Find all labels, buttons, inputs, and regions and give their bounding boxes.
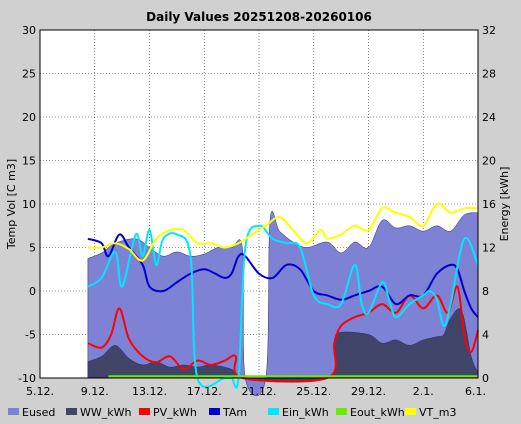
legend-label: PV_kWh — [153, 406, 197, 419]
y-tick-label: -5 — [25, 329, 36, 342]
legend-item: WW_kWh — [66, 406, 131, 419]
x-tick-label: 9.12. — [81, 385, 109, 398]
x-tick-label: 13.12. — [132, 385, 167, 398]
y-axis-label: Temp Vol [C m3] — [5, 159, 18, 250]
legend-item: PV_kWh — [139, 406, 197, 419]
y2-tick-label: 24 — [482, 111, 496, 124]
y2-tick-label: 12 — [482, 242, 496, 255]
legend-swatch — [209, 408, 220, 415]
x-tick-label: 6.1. — [465, 385, 486, 398]
series-tam-line — [87, 233, 479, 318]
legend-label: Eout_kWh — [350, 406, 405, 419]
y-tick-label: 25 — [22, 68, 36, 81]
y-tick-label: 0 — [29, 285, 36, 298]
legend-item: VT_m3 — [405, 406, 456, 419]
x-tick-label: 25.12. — [296, 385, 331, 398]
y2-axis-label: Energy [kWh] — [498, 167, 511, 242]
y-tick-label: 30 — [22, 24, 36, 37]
legend-label: Eused — [22, 406, 55, 419]
y-tick-label: 15 — [22, 155, 36, 168]
legend-label: TAm — [222, 406, 247, 419]
legend-item: Eused — [8, 406, 55, 419]
y-tick-label: 10 — [22, 198, 36, 211]
x-tick-label: 29.12. — [351, 385, 386, 398]
y-tick-label: 20 — [22, 111, 36, 124]
series-ein-kwh-line — [87, 224, 479, 389]
y2-tick-label: 20 — [482, 155, 496, 168]
y2-tick-label: 8 — [482, 285, 489, 298]
chart-title: Daily Values 20251208-20260106 — [146, 10, 372, 24]
legend-item: Ein_kWh — [268, 406, 329, 419]
x-tick-label: 21.12. — [242, 385, 277, 398]
y2-tick-label: 28 — [482, 68, 496, 81]
legend-swatch — [8, 408, 19, 415]
y2-tick-label: 32 — [482, 24, 496, 37]
legend-label: VT_m3 — [419, 406, 456, 419]
legend-label: WW_kWh — [80, 406, 131, 419]
plot-frame — [39, 29, 479, 379]
y2-tick-label: 0 — [482, 372, 489, 385]
series-vt-m3-line — [87, 202, 479, 262]
x-tick-label: 17.12. — [187, 385, 222, 398]
tick-labels: -10 -5 0 5 10 15 20 25 30 0 4 8 12 16 20 24 28 32 5.12. 9.1… — [18, 24, 496, 398]
legend-swatch — [66, 408, 77, 415]
x-tick-label: 2.1. — [413, 385, 434, 398]
legend-swatch — [336, 408, 347, 415]
x-tick-label: 5.12. — [26, 385, 54, 398]
legend-item: TAm — [209, 406, 247, 419]
legend-swatch — [268, 408, 279, 415]
legend-item: Eout_kWh — [336, 406, 405, 419]
y-tick-label: -10 — [18, 372, 36, 385]
legend: Eused WW_kWh PV_kWh TAm Ein_kWh Eout_kWh VT_m3 — [8, 406, 456, 419]
y2-tick-label: 16 — [482, 198, 496, 211]
y2-tick-label: 4 — [482, 329, 489, 342]
legend-swatch — [139, 408, 150, 415]
legend-swatch — [405, 408, 416, 415]
legend-label: Ein_kWh — [282, 406, 329, 419]
y-tick-label: 5 — [29, 242, 36, 255]
